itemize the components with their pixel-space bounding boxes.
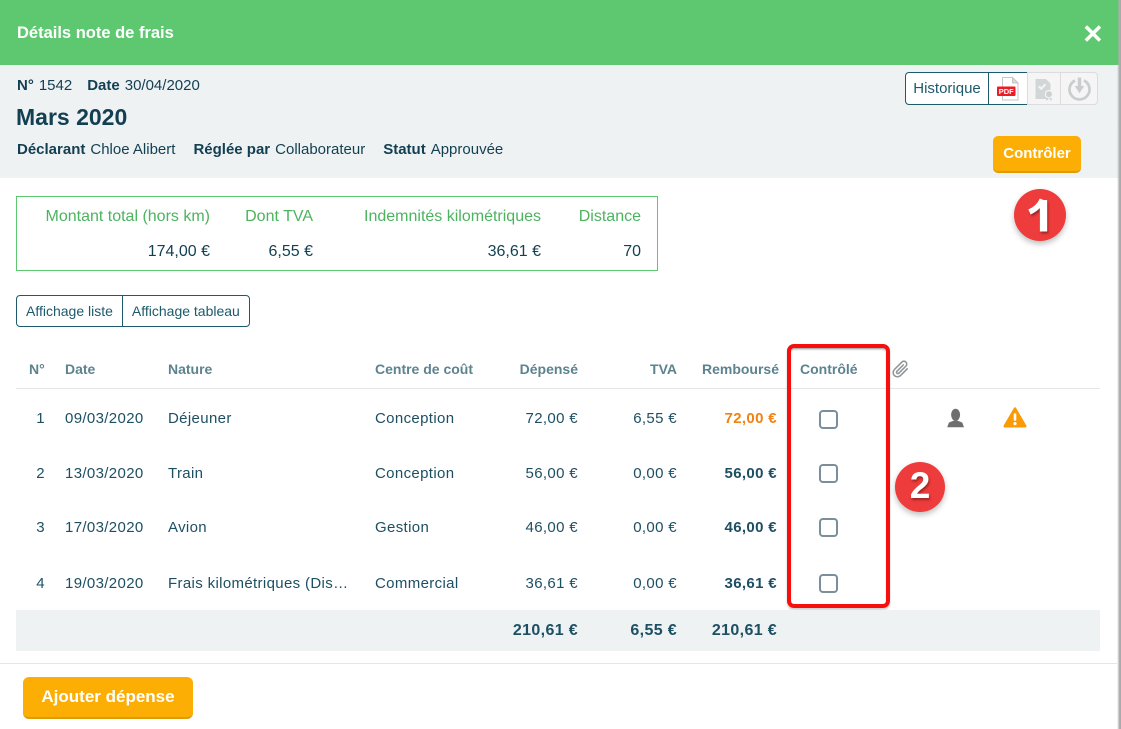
svg-text:PDF: PDF: [999, 87, 1014, 96]
